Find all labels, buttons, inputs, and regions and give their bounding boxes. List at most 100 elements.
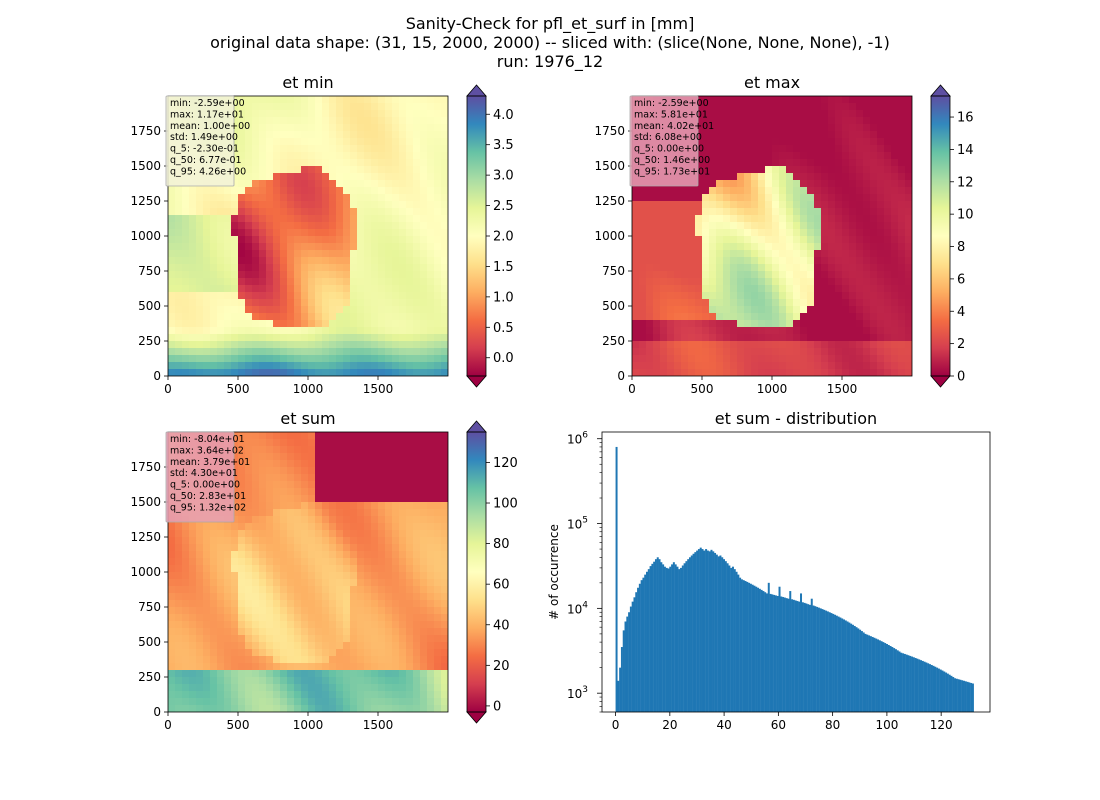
- histogram-bar: [731, 566, 734, 712]
- histogram-bar: [719, 555, 722, 712]
- histogram-bar: [891, 647, 894, 712]
- histogram-bar: [866, 634, 869, 712]
- y-tick-label: 105: [567, 516, 588, 532]
- histogram-bar: [665, 567, 668, 712]
- x-tick-label: 1000: [757, 382, 788, 396]
- y-tick-label: 250: [602, 334, 625, 348]
- figure-title-line-2: original data shape: (31, 15, 2000, 2000…: [210, 33, 890, 52]
- stats-line: max: 1.17e+01: [170, 109, 244, 120]
- stats-line: q_5: -2.30e-01: [170, 144, 239, 155]
- histogram-bar: [787, 598, 790, 712]
- histogram-bar: [887, 644, 890, 712]
- histogram-bar: [957, 679, 960, 712]
- histogram-bar: [712, 551, 715, 712]
- histogram-bar: [932, 665, 935, 712]
- histogram-bar: [688, 557, 691, 712]
- histogram-bar: [730, 567, 733, 712]
- histogram-bar: [742, 580, 745, 712]
- stats-line: std: 6.08e+00: [634, 132, 702, 143]
- histogram-bar: [628, 612, 631, 712]
- histogram-panel: et sum - distribution 0 20 40 60 80 100 120 103 1…: [547, 409, 991, 732]
- histogram-bar: [850, 623, 853, 712]
- histogram-bar: [830, 613, 833, 712]
- y-tick-label: 500: [138, 635, 161, 649]
- colorbar-extend-bottom: [466, 375, 487, 388]
- stats-line: q_5: 0.00e+00: [170, 480, 240, 491]
- histogram-bar: [807, 604, 810, 712]
- histogram-bar: [839, 617, 842, 712]
- y-tick-label: 1750: [594, 124, 625, 138]
- x-tick-label: 500: [227, 718, 250, 732]
- histogram-bar: [880, 641, 883, 712]
- histogram-bar: [714, 552, 717, 712]
- x-tick-label: 1500: [363, 718, 394, 732]
- histogram-bar: [751, 584, 754, 712]
- y-tick-exponent: 4: [582, 600, 588, 610]
- histogram-bar: [749, 583, 752, 712]
- colorbar-tick-label: 2: [957, 337, 965, 352]
- histogram-bar: [898, 651, 901, 712]
- histogram-bar: [970, 682, 973, 712]
- histogram-bar: [654, 559, 657, 712]
- histogram-bar: [748, 582, 751, 712]
- histogram-bar: [774, 595, 777, 712]
- histogram-bar: [884, 643, 887, 712]
- histogram-bar: [911, 656, 914, 712]
- histogram-bar: [928, 664, 931, 712]
- histogram-bar: [885, 644, 888, 712]
- colorbar-tick-label: 16: [957, 111, 974, 126]
- colorbar-tick-label: 3.5: [493, 138, 514, 153]
- y-tick-exponent: 6: [582, 431, 588, 441]
- histogram-bar: [801, 602, 804, 712]
- histogram-bar: [724, 561, 727, 712]
- histogram-bar: [946, 673, 949, 712]
- colorbar-tick-label: 1.5: [493, 260, 514, 275]
- histogram-bar: [907, 655, 910, 712]
- histogram-bar: [936, 667, 939, 712]
- histogram-bar: [966, 681, 969, 712]
- histogram-bar: [821, 609, 824, 712]
- histogram-bar: [640, 580, 643, 712]
- histogram-bar: [896, 650, 899, 712]
- histogram-bar: [690, 555, 693, 712]
- histogram-bar: [860, 631, 863, 712]
- colorbar-tick-label: 10: [957, 208, 974, 223]
- histogram-bar: [710, 549, 713, 712]
- x-tick-label: 1000: [293, 382, 324, 396]
- histogram-bar: [697, 549, 700, 712]
- histogram-bar: [728, 565, 731, 712]
- histogram-bar: [737, 574, 740, 712]
- histogram-bar: [721, 557, 724, 712]
- histogram-bar: [638, 583, 641, 712]
- histogram-bar: [835, 615, 838, 712]
- histogram-bar: [921, 660, 924, 712]
- histogram-bar: [765, 593, 768, 712]
- y-tick-label: 250: [138, 334, 161, 348]
- histogram-bar: [758, 588, 761, 712]
- heatmap-image: [168, 432, 448, 712]
- colorbar-tick-label: 0.5: [493, 321, 514, 336]
- histogram-bar: [814, 606, 817, 712]
- histogram-bar: [703, 550, 706, 712]
- colorbar-body: [467, 96, 486, 376]
- histogram-bar: [789, 591, 792, 712]
- histogram-bar: [620, 647, 623, 712]
- histogram-bar: [757, 587, 760, 712]
- x-tick-label: 120: [930, 718, 953, 732]
- histogram-bars: [615, 446, 974, 712]
- colorbar-extend-top: [466, 84, 487, 97]
- y-tick-label: 1000: [130, 565, 161, 579]
- stats-line: min: -2.59e+00: [634, 98, 709, 109]
- histogram-bar: [893, 648, 896, 712]
- colorbar-tick-label: 80: [493, 537, 510, 552]
- histogram-bar: [723, 559, 725, 712]
- histogram-bar: [794, 600, 797, 712]
- histogram-bar: [868, 635, 871, 712]
- colorbar-extend-bottom: [466, 711, 487, 724]
- stats-line: q_5: 0.00e+00: [634, 144, 704, 155]
- histogram-bar: [651, 563, 654, 712]
